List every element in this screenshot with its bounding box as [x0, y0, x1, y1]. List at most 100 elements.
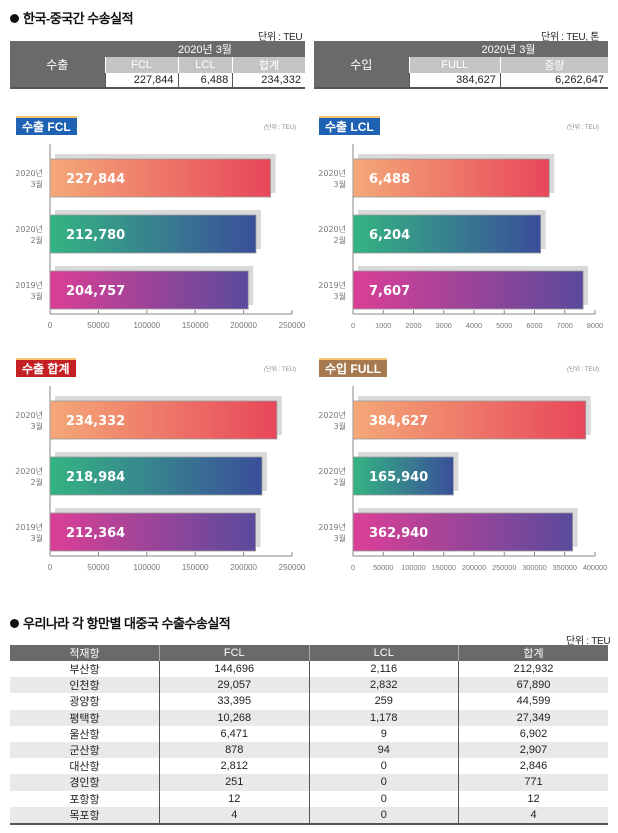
- category-label: 3월: [334, 533, 346, 543]
- category-label: 2019년: [15, 280, 43, 290]
- bar-value-label: 6,204: [369, 228, 410, 243]
- fcl-value: 6,471: [159, 725, 309, 742]
- section2-unit-label: 단위 : TEU: [566, 636, 611, 647]
- category-label: 2월: [31, 235, 43, 245]
- x-tick-label: 0: [48, 563, 53, 572]
- x-tick-label: 150000: [182, 321, 209, 330]
- x-tick-label: 0: [48, 321, 53, 330]
- import-unit-label: 단위 : TEU, 톤: [541, 32, 600, 43]
- section1-title-text: 한국-중국간 수송실적: [23, 11, 134, 26]
- chart-badge: 수출 LCL: [319, 116, 380, 135]
- chart-badge: 수출 합계: [16, 358, 76, 377]
- port-table: 적재항 FCL LCL 합계 부산항 144,696 2,116 212,932 인천항…: [10, 645, 608, 825]
- fcl-value: 878: [159, 741, 309, 759]
- export-value-lcl: 6,488: [177, 73, 233, 89]
- category-label: 3월: [31, 179, 43, 189]
- bar: [49, 512, 256, 552]
- chart-unit: (단위 : TEU): [263, 367, 296, 373]
- bar-value-label: 384,627: [369, 414, 428, 429]
- export-header-total: 합계: [232, 57, 305, 73]
- category-label: 2020년: [318, 168, 346, 178]
- table-row: 광양항 33,395 259 44,599: [10, 693, 608, 710]
- fcl-value: 4: [159, 806, 309, 825]
- bar-value-label: 6,488: [369, 172, 410, 187]
- port-name: 포항항: [69, 793, 100, 806]
- category-label: 3월: [334, 421, 346, 431]
- table-row: 울산항 6,471 9 6,902: [10, 725, 608, 742]
- category-label: 2월: [334, 477, 346, 487]
- category-label: 2020년: [15, 466, 43, 476]
- bar-value-label: 227,844: [66, 172, 125, 187]
- x-tick-label: 250000: [279, 321, 306, 330]
- table-row: 부산항 144,696 2,116 212,932: [10, 661, 608, 678]
- chart-svg: 0 50000 100000 150000 200000 250000 300000 3500…: [318, 386, 607, 572]
- port-name: 부산항: [69, 664, 100, 677]
- fcl-value: 2,812: [159, 758, 309, 775]
- x-tick-label: 200000: [230, 321, 257, 330]
- table-row: 포항항 12 0 12: [10, 790, 608, 807]
- lcl-value: 2,832: [308, 677, 459, 694]
- bar: [352, 400, 587, 440]
- x-tick-label: 400000: [583, 563, 607, 572]
- x-tick-label: 150000: [182, 563, 209, 572]
- x-tick-label: 100000: [133, 563, 160, 572]
- bar: [49, 158, 271, 198]
- import-header-full: FULL: [408, 57, 501, 73]
- fcl-value: 12: [159, 790, 309, 807]
- total-value: 212,932: [458, 661, 608, 678]
- category-label: 3월: [334, 179, 346, 189]
- x-tick-label: 1000: [375, 321, 391, 330]
- export-value-fcl: 227,844: [104, 73, 179, 89]
- export-value-total: 234,332: [232, 73, 305, 89]
- bar: [352, 512, 573, 552]
- x-tick-label: 250000: [492, 563, 516, 572]
- table-row: 평택항 10,268 1,178 27,349: [10, 709, 608, 726]
- x-tick-label: 50000: [87, 563, 110, 572]
- bar-value-label: 362,940: [369, 526, 428, 541]
- bar-value-label: 234,332: [66, 414, 125, 429]
- chart-export-lcl: 0 1000 2000 3000 4000 5000 6000 7000 8000 6,488 20…: [313, 114, 613, 344]
- chart-unit: (단위 : TEU): [263, 125, 296, 131]
- lcl-value: 0: [308, 790, 459, 807]
- lcl-value: 1,178: [308, 709, 459, 726]
- category-label: 3월: [31, 291, 43, 301]
- category-label: 2월: [31, 477, 43, 487]
- chart-svg: 0 50000 100000 150000 200000 250000 234,332 202…: [15, 386, 306, 572]
- bar: [49, 214, 257, 254]
- x-tick-label: 100000: [133, 321, 160, 330]
- fcl-value: 144,696: [159, 661, 309, 678]
- lcl-value: 2,116: [308, 661, 459, 678]
- bar: [352, 158, 550, 198]
- x-tick-label: 8000: [587, 321, 603, 330]
- export-unit-label: 단위 : TEU: [258, 32, 303, 43]
- x-tick-label: 100000: [401, 563, 425, 572]
- x-tick-label: 50000: [373, 563, 393, 572]
- category-label: 2020년: [318, 410, 346, 420]
- total-value: 6,902: [458, 725, 608, 742]
- import-lead: 수입: [314, 41, 409, 89]
- section2-title: 우리나라 각 항만별 대중국 수출수송실적: [10, 613, 231, 632]
- bullet-icon: [10, 14, 19, 23]
- import-header-weight: 중량: [499, 57, 608, 73]
- x-tick-label: 50000: [87, 321, 110, 330]
- chart-import-full: 0 50000 100000 150000 200000 250000 300000 3500…: [313, 356, 613, 586]
- x-tick-label: 0: [351, 321, 355, 330]
- export-summary-table: 수출 2020년 3월 FCL LCL 합계 227,844 6,488 234…: [10, 41, 305, 89]
- fcl-value: 251: [159, 774, 309, 791]
- total-value: 771: [458, 774, 608, 791]
- port-name: 광양항: [69, 696, 100, 709]
- lcl-value: 259: [308, 693, 459, 710]
- export-period: 2020년 3월: [105, 41, 305, 57]
- port-name: 대산항: [69, 761, 100, 774]
- port-header-total: 합계: [458, 645, 608, 661]
- fcl-value: 10,268: [159, 709, 309, 726]
- category-label: 3월: [31, 533, 43, 543]
- x-tick-label: 3000: [436, 321, 452, 330]
- lcl-value: 0: [308, 758, 459, 775]
- bullet-icon: [10, 619, 19, 628]
- bar: [352, 456, 454, 496]
- port-name: 경인항: [10, 774, 160, 791]
- lcl-value: 9: [308, 725, 459, 742]
- x-tick-label: 350000: [553, 563, 577, 572]
- chart-export-fcl: 0 50000 100000 150000 200000 250000 227,844 202…: [10, 114, 310, 344]
